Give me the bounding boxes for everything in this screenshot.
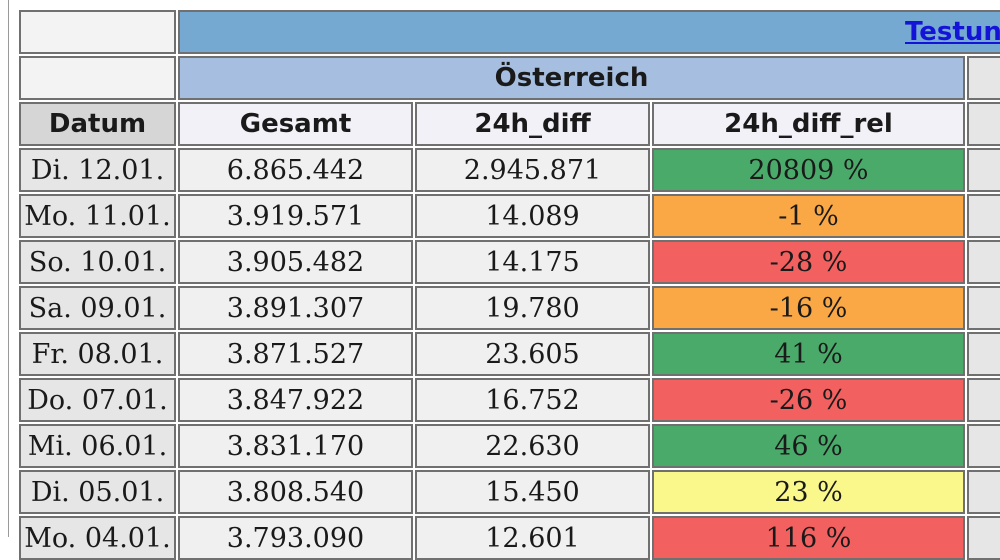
cell-gesamt: 3.808.540 [178, 470, 413, 514]
cell-24h-diff: 23.605 [415, 332, 650, 376]
cell-next-stub [967, 194, 1000, 238]
cell-next-stub [967, 424, 1000, 468]
cell-24h-diff-rel: 46 % [652, 424, 965, 468]
corner-blank-cell-2 [19, 56, 176, 100]
cell-datum: Mo. 04.01. [19, 516, 176, 560]
cell-24h-diff: 14.175 [415, 240, 650, 284]
cell-24h-diff-rel: 41 % [652, 332, 965, 376]
column-header-gesamt: Gesamt [178, 102, 413, 146]
cell-gesamt: 3.905.482 [178, 240, 413, 284]
cell-gesamt: 3.793.090 [178, 516, 413, 560]
cell-24h-diff: 12.601 [415, 516, 650, 560]
table-outer-border [8, 0, 9, 537]
test-banner-header: Testun [178, 10, 1000, 54]
cell-gesamt: 6.865.442 [178, 148, 413, 192]
cell-24h-diff: 22.630 [415, 424, 650, 468]
corner-blank-cell [19, 10, 176, 54]
cell-next-stub [967, 470, 1000, 514]
column-header-24h-diff: 24h_diff [415, 102, 650, 146]
cell-datum: Mi. 06.01. [19, 424, 176, 468]
column-header-datum: Datum [19, 102, 176, 146]
cell-next-stub [967, 148, 1000, 192]
testungen-link[interactable]: Testun [905, 17, 1000, 47]
cell-24h-diff-rel: 23 % [652, 470, 965, 514]
region-header-next-stub [967, 56, 1000, 100]
cell-gesamt: 3.891.307 [178, 286, 413, 330]
cell-24h-diff: 19.780 [415, 286, 650, 330]
cell-24h-diff-rel: 116 % [652, 516, 965, 560]
cell-gesamt: 3.831.170 [178, 424, 413, 468]
cell-24h-diff-rel: -1 % [652, 194, 965, 238]
cell-datum: So. 10.01. [19, 240, 176, 284]
cell-24h-diff-rel: -16 % [652, 286, 965, 330]
cell-gesamt: 3.847.922 [178, 378, 413, 422]
cell-datum: Do. 07.01. [19, 378, 176, 422]
cell-datum: Mo. 11.01. [19, 194, 176, 238]
cell-datum: Di. 05.01. [19, 470, 176, 514]
column-header-24h-diff-rel: 24h_diff_rel [652, 102, 965, 146]
cell-24h-diff: 2.945.871 [415, 148, 650, 192]
cell-gesamt: 3.871.527 [178, 332, 413, 376]
cell-next-stub [967, 332, 1000, 376]
cell-24h-diff: 15.450 [415, 470, 650, 514]
cell-next-stub [967, 286, 1000, 330]
cell-datum: Fr. 08.01. [19, 332, 176, 376]
cell-datum: Sa. 09.01. [19, 286, 176, 330]
cell-24h-diff-rel: -28 % [652, 240, 965, 284]
column-header-next-stub [967, 102, 1000, 146]
cell-gesamt: 3.919.571 [178, 194, 413, 238]
cell-next-stub [967, 378, 1000, 422]
cell-24h-diff: 16.752 [415, 378, 650, 422]
cell-24h-diff-rel: 20809 % [652, 148, 965, 192]
cell-datum: Di. 12.01. [19, 148, 176, 192]
region-header-austria: Österreich [178, 56, 965, 100]
cell-next-stub [967, 516, 1000, 560]
cell-24h-diff: 14.089 [415, 194, 650, 238]
cell-next-stub [967, 240, 1000, 284]
cell-24h-diff-rel: -26 % [652, 378, 965, 422]
